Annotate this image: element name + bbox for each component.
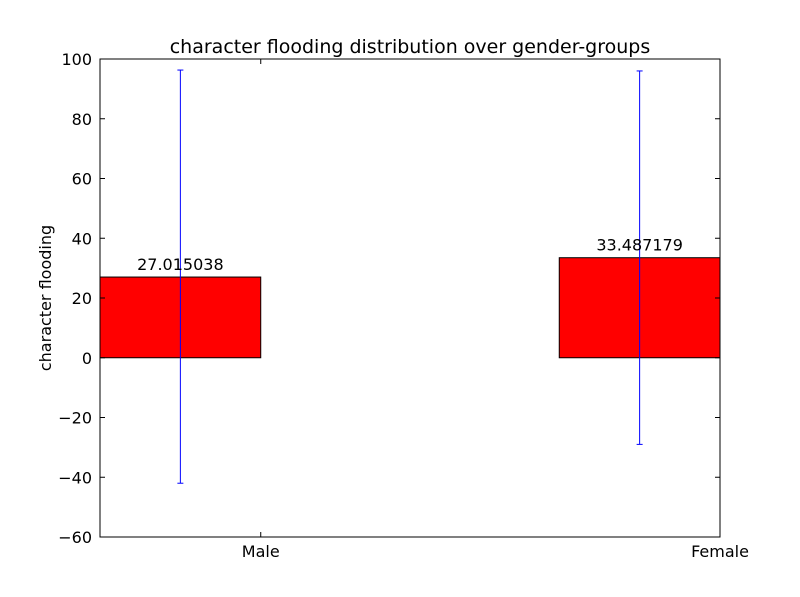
y-tick-label: 60: [72, 170, 92, 189]
data-label-female: 33.487179: [596, 236, 683, 255]
y-tick-label: −40: [58, 468, 92, 487]
x-tick-label-female: Female: [691, 542, 749, 561]
y-tick-label: 80: [72, 110, 92, 129]
y-tick-label: −20: [58, 409, 92, 428]
y-axis-label: character flooding: [36, 225, 55, 371]
x-tick-label-male: Male: [242, 542, 280, 561]
y-tick-label: 0: [82, 349, 92, 368]
y-tick-label: 40: [72, 229, 92, 248]
y-tick-label: −60: [58, 528, 92, 547]
plot-frame: [99, 58, 721, 538]
chart-title: character flooding distribution over gen…: [170, 36, 651, 58]
y-tick-label: 100: [61, 50, 92, 69]
data-label-male: 27.015038: [137, 255, 224, 274]
plot-area: 27.015038 33.487179 −60 −40 −20 0 20 40 60 80 100 M…: [58, 50, 749, 561]
y-tick-label: 20: [72, 289, 92, 308]
